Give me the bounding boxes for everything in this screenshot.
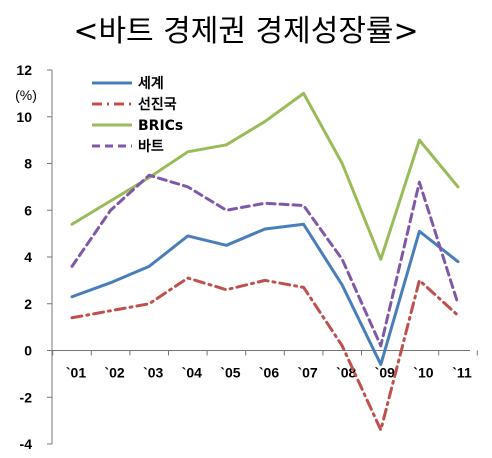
y-tick-label: 10 <box>16 109 32 125</box>
y-tick-label: 4 <box>24 249 32 265</box>
series-line-BRICs <box>70 91 460 261</box>
y-tick-label: 0 <box>24 343 32 359</box>
x-tick-label: `09 <box>375 365 395 381</box>
legend-label: BRICs <box>138 118 183 134</box>
x-tick-label: `01 <box>66 365 86 381</box>
x-tick-label: `04 <box>182 365 202 381</box>
x-tick-label: `10 <box>413 365 433 381</box>
y-axis-label: (%) <box>15 87 37 103</box>
y-tick-label: -4 <box>20 436 33 452</box>
series-line-바트 <box>70 173 460 348</box>
y-tick-label: -2 <box>20 389 33 405</box>
x-tick-label: `05 <box>220 365 240 381</box>
series-line-세계 <box>70 222 460 367</box>
x-tick-label: `03 <box>143 365 163 381</box>
y-tick-label: 8 <box>24 156 32 172</box>
x-tick-label: `11 <box>452 365 472 381</box>
x-tick-label: `06 <box>259 365 279 381</box>
legend-label: 바트 <box>138 139 164 155</box>
legend-label: 세계 <box>138 76 164 92</box>
series-lines <box>70 91 460 432</box>
x-tick-label: `07 <box>297 365 317 381</box>
legend-label: 선진국 <box>138 96 177 113</box>
y-tick-label: 6 <box>24 202 32 218</box>
series-line-선진국 <box>70 276 460 432</box>
chart-title: <바트 경제권 경제성장률> <box>73 14 419 49</box>
y-tick-label: 12 <box>16 62 32 78</box>
x-tick-label: `02 <box>104 365 124 381</box>
y-tick-label: 2 <box>24 296 32 312</box>
